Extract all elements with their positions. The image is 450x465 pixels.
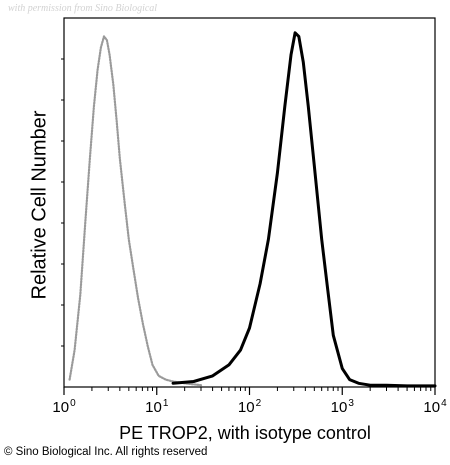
watermark: with permission from Sino Biological: [8, 3, 158, 14]
x-tick-label: 103: [331, 398, 354, 416]
y-axis-label: Relative Cell Number: [28, 110, 51, 300]
x-tick-base: 10: [237, 399, 255, 416]
x-axis-label: PE TROP2, with isotype control: [119, 423, 371, 443]
x-tick-base: 10: [423, 399, 441, 416]
x-tick-exponent: 3: [348, 398, 354, 409]
x-tick-exponent: 0: [70, 398, 76, 409]
x-tick-label: 104: [423, 398, 446, 416]
x-tick-base: 10: [330, 399, 348, 416]
x-tick-label: 100: [52, 398, 75, 416]
x-tick-exponent: 1: [162, 398, 169, 409]
x-tick-label: 102: [238, 398, 261, 416]
copyright-notice: © Sino Biological Inc. All rights reserv…: [4, 446, 208, 458]
x-tick-base: 10: [145, 399, 162, 416]
x-tick-label: 101: [145, 398, 168, 416]
x-tick-exponent: 4: [441, 398, 447, 409]
axis-layer: [61, 17, 436, 395]
series-1-line: [171, 31, 437, 388]
series-0-line: [68, 35, 203, 387]
x-tick-exponent: 2: [255, 398, 262, 409]
x-tick-base: 10: [52, 399, 70, 416]
series-layer: [68, 31, 437, 388]
